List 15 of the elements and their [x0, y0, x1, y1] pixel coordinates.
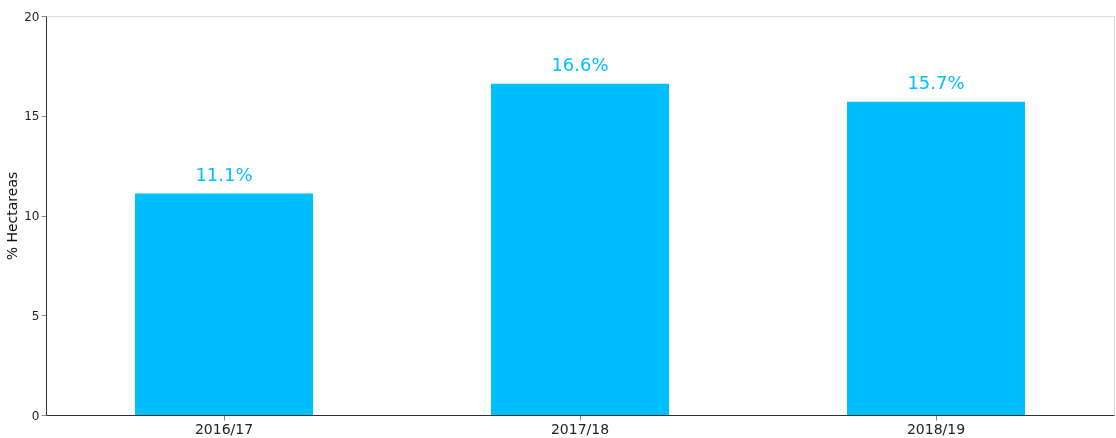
x-tick-label: 2018/19 [906, 420, 966, 437]
x-tick-label: 2017/18 [550, 420, 610, 437]
data-label: 16.6% [551, 53, 609, 75]
bar [135, 193, 313, 415]
y-tick-label: 0 [31, 408, 40, 423]
bar [847, 101, 1025, 415]
data-label: 15.7% [907, 71, 965, 93]
y-tick-label: 20 [24, 9, 40, 24]
data-label: 11.1% [195, 163, 253, 185]
y-tick-label: 10 [24, 209, 40, 223]
bar [491, 83, 669, 415]
y-tick-label: 5 [31, 308, 40, 323]
y-tick-label: 15 [24, 109, 40, 124]
x-tick-label: 2016/17 [194, 420, 254, 437]
y-axis-title: % Hectareas [4, 171, 21, 261]
